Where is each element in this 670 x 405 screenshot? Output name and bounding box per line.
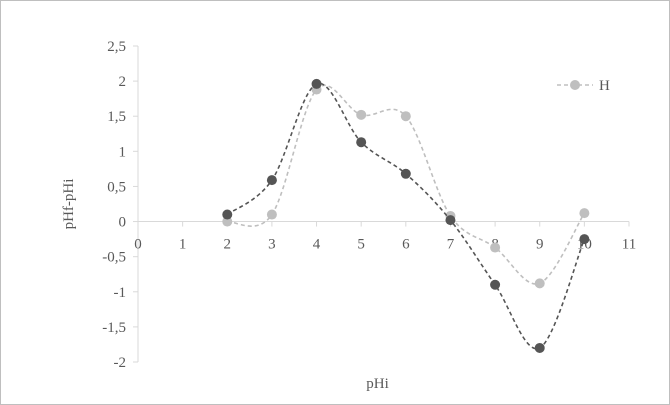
x-tick-label: 0 (134, 237, 142, 253)
x-tick-label: 7 (447, 237, 455, 253)
data-point (266, 209, 277, 220)
series-2 (222, 78, 590, 353)
x-axis-ticks: 01234567891011 (134, 221, 636, 253)
x-tick-label: 6 (402, 237, 410, 253)
y-axis-title: pHf-pHi (61, 179, 77, 230)
y-tick-label: 2 (119, 74, 127, 90)
x-tick-label: 5 (357, 237, 365, 253)
data-point (490, 242, 501, 253)
y-tick-label: 0,5 (107, 179, 126, 195)
data-point (222, 216, 233, 227)
data-point (490, 279, 501, 290)
y-tick-label: 0 (119, 215, 127, 231)
axes (137, 46, 629, 362)
data-point (356, 137, 367, 148)
y-tick-label: -2 (114, 355, 127, 371)
x-tick-label: 4 (313, 237, 321, 253)
data-point (534, 342, 545, 353)
data-point (400, 168, 411, 179)
data-point (400, 111, 411, 122)
data-point (311, 78, 322, 89)
data-point (579, 234, 590, 245)
data-point (534, 278, 545, 289)
y-tick-label: -0,5 (102, 250, 126, 266)
x-tick-label: 2 (224, 237, 232, 253)
y-tick-label: -1,5 (102, 320, 126, 336)
series-layer (222, 78, 590, 353)
y-tick-label: 2,5 (107, 39, 126, 55)
x-tick-label: 11 (622, 237, 636, 253)
data-point (579, 208, 590, 219)
series-line (226, 82, 586, 350)
x-tick-label: 3 (268, 237, 276, 253)
y-tick-label: -1 (114, 285, 127, 301)
data-point (222, 209, 233, 220)
legend: H (557, 78, 610, 94)
data-point (356, 109, 367, 120)
y-tick-label: 1,5 (107, 109, 126, 125)
series-h (222, 84, 590, 289)
x-tick-label: 1 (179, 237, 187, 253)
legend-marker-h (570, 80, 580, 90)
x-tick-label: 9 (536, 237, 544, 253)
y-tick-label: 1 (119, 144, 127, 160)
data-point (445, 215, 456, 226)
x-axis-title: pHi (366, 376, 389, 392)
legend-label-h: H (599, 78, 610, 94)
data-point (266, 175, 277, 186)
y-axis-ticks: 2,5 2 1,5 1 0,5 0 -0,5 -1 -1,5 -2 (102, 39, 138, 371)
